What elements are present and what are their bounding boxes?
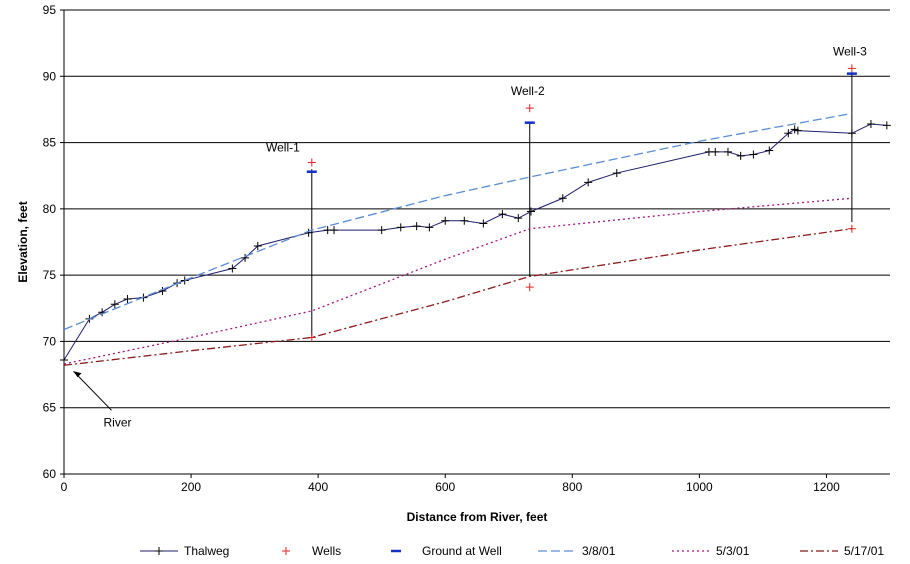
x-tick-label-1000: 1000 <box>686 480 713 494</box>
point-thalweg-0 <box>60 355 68 364</box>
point-thalweg-20 <box>460 216 469 225</box>
point-thalweg-30 <box>723 147 732 156</box>
series-ground-at-well <box>306 72 857 173</box>
point-thalweg-39 <box>882 121 891 130</box>
series-5-3-01 <box>63 197 852 365</box>
x-axis-title: Distance from River, feet <box>407 510 548 524</box>
series-3-8-01 <box>63 112 852 331</box>
series-line-5-17-01 <box>63 228 852 366</box>
point-thalweg-15 <box>377 226 386 235</box>
y-tick-label-85: 85 <box>43 136 57 150</box>
x-tick-label-800: 800 <box>562 480 582 494</box>
annotation-river: River <box>104 415 132 429</box>
y-tick-label-70: 70 <box>43 334 57 348</box>
point-thalweg-16 <box>396 223 405 232</box>
series-layer <box>60 64 891 366</box>
point-thalweg-22 <box>498 210 507 219</box>
annotation-well-1: Well-1 <box>266 140 300 154</box>
point-thalweg-23 <box>514 214 523 223</box>
point-thalweg-29 <box>711 147 720 156</box>
point-wells-0 <box>307 158 316 167</box>
well-lines <box>311 72 853 338</box>
point-thalweg-31 <box>736 151 745 160</box>
point-thalweg-11 <box>253 241 262 250</box>
point-thalweg-17 <box>412 222 421 231</box>
point-thalweg-21 <box>479 219 488 228</box>
point-thalweg-14 <box>330 226 339 235</box>
axes <box>63 10 890 475</box>
point-thalweg-34 <box>784 129 793 138</box>
point-thalweg-38 <box>866 120 875 129</box>
point-thalweg-6 <box>158 287 167 296</box>
x-tick-label-600: 600 <box>435 480 455 494</box>
legend-marker-thalweg <box>155 547 163 555</box>
point-thalweg-33 <box>765 146 774 155</box>
legend-item-wells: Wells <box>282 544 341 558</box>
y-tick-label-95: 95 <box>43 3 57 17</box>
point-wells-3 <box>525 283 534 292</box>
series-line-5-3-01 <box>63 197 852 365</box>
x-tick-labels: 0 200 400 600 800 1000 1200 <box>61 474 840 494</box>
annotation-well-3: Well-3 <box>833 44 867 58</box>
y-tick-label-65: 65 <box>43 401 57 415</box>
legend-label-5-3-01: 5/3/01 <box>716 544 750 558</box>
series-line-3-8-01 <box>63 112 852 331</box>
y-tick-label-90: 90 <box>43 69 57 83</box>
legend-label-ground-at-well: Ground at Well <box>422 544 502 558</box>
point-thalweg-24 <box>527 207 536 216</box>
point-thalweg-4 <box>123 295 132 304</box>
x-tick-label-200: 200 <box>181 480 201 494</box>
grid-lines <box>64 9 890 409</box>
annotations: Well-1 Well-2 Well-3 River <box>73 44 867 429</box>
point-thalweg-25 <box>558 194 567 203</box>
annotation-well-2: Well-2 <box>511 84 545 98</box>
river-arrow-head <box>73 371 82 378</box>
x-tick-label-1200: 1200 <box>813 480 840 494</box>
series-5-17-01 <box>63 228 852 366</box>
y-axis-title: Elevation, feet <box>16 201 30 282</box>
legend-label-3-8-01: 3/8/01 <box>582 544 616 558</box>
y-tick-label-75: 75 <box>43 268 57 282</box>
point-thalweg-26 <box>584 178 593 187</box>
x-tick-label-0: 0 <box>61 480 68 494</box>
x-tick-label-400: 400 <box>308 480 328 494</box>
legend-label-thalweg: Thalweg <box>184 544 229 558</box>
point-wells-2 <box>525 104 534 113</box>
point-thalweg-35 <box>790 125 799 134</box>
river-arrow-line <box>73 370 112 411</box>
point-thalweg-19 <box>441 216 450 225</box>
y-tick-labels: 60 65 70 75 80 85 90 95 <box>43 3 64 481</box>
point-thalweg-18 <box>425 223 434 232</box>
y-tick-label-80: 80 <box>43 202 57 216</box>
legend-label-wells: Wells <box>312 544 341 558</box>
y-tick-label-60: 60 <box>43 467 57 481</box>
point-thalweg-32 <box>749 150 758 159</box>
legend-label-5-17-01: 5/17/01 <box>844 544 884 558</box>
legend-item-5-3-01: 5/3/01 <box>672 544 750 558</box>
point-wells-4 <box>847 64 856 73</box>
point-thalweg-9 <box>228 264 237 273</box>
legend-item-thalweg: Thalweg <box>140 544 229 558</box>
point-thalweg-10 <box>241 253 250 262</box>
legend-marker-wells <box>282 547 290 555</box>
legend-item-ground-at-well: Ground at Well <box>391 544 502 558</box>
series-thalweg <box>60 120 891 364</box>
legend: Thalweg Wells Ground at Well 3/8/01 5/3/01 5/… <box>140 544 884 558</box>
point-thalweg-27 <box>612 169 621 178</box>
legend-item-3-8-01: 3/8/01 <box>538 544 616 558</box>
point-wells-5 <box>847 224 856 233</box>
series-wells <box>307 64 856 342</box>
series-line-thalweg <box>63 123 887 361</box>
point-thalweg-3 <box>110 300 119 309</box>
point-thalweg-37 <box>847 129 856 138</box>
point-thalweg-36 <box>793 126 802 135</box>
legend-item-5-17-01: 5/17/01 <box>800 544 884 558</box>
